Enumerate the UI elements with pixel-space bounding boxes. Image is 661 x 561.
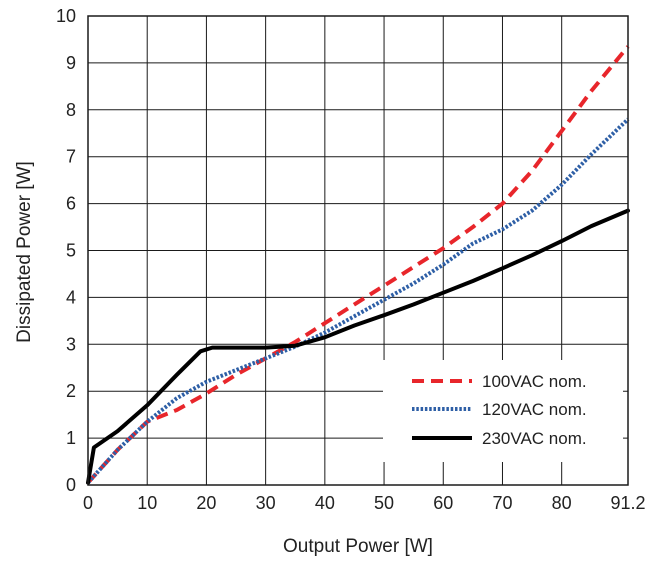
x-axis-ticks: 0 10 20 30 40 50 60 70 80 91.2	[83, 493, 646, 513]
y-tick-label: 6	[66, 194, 76, 214]
series-line-100vac-nom	[86, 45, 630, 485]
plot-frame	[87, 15, 629, 486]
legend: 100VAC nom. 120VAC nom. 230VAC nom.	[383, 360, 623, 462]
y-tick-label: 8	[66, 100, 76, 120]
legend-label-120vac: 120VAC nom.	[482, 400, 587, 419]
x-tick-label: 80	[552, 493, 572, 513]
y-axis-ticks: 0 1 2 3 4 5 6 7 8 9 10	[56, 6, 76, 495]
y-tick-label: 7	[66, 147, 76, 167]
series-line-120vac-nom	[86, 117, 630, 485]
y-tick-label: 10	[56, 6, 76, 26]
y-tick-label: 4	[66, 287, 76, 307]
y-tick-label: 0	[66, 475, 76, 495]
x-tick-label: 0	[83, 493, 93, 513]
x-tick-label: 40	[315, 493, 335, 513]
series-lines	[86, 45, 630, 485]
x-tick-label: 50	[374, 493, 394, 513]
legend-label-230vac: 230VAC nom.	[482, 429, 587, 448]
x-axis-label: Output Power [W]	[283, 536, 433, 557]
x-tick-label: 70	[492, 493, 512, 513]
x-tick-label: 20	[196, 493, 216, 513]
y-tick-label: 9	[66, 53, 76, 73]
series-line-230vac-nom	[86, 208, 630, 485]
y-tick-label: 5	[66, 241, 76, 261]
x-tick-label: 30	[256, 493, 276, 513]
y-tick-label: 2	[66, 381, 76, 401]
y-axis-label: Dissipated Power [W]	[14, 161, 35, 343]
legend-label-100vac: 100VAC nom.	[482, 372, 587, 391]
x-tick-label: 60	[433, 493, 453, 513]
x-tick-label: 91.2	[610, 493, 645, 513]
x-tick-label: 10	[137, 493, 157, 513]
y-tick-label: 3	[66, 334, 76, 354]
y-tick-label: 1	[66, 428, 76, 448]
